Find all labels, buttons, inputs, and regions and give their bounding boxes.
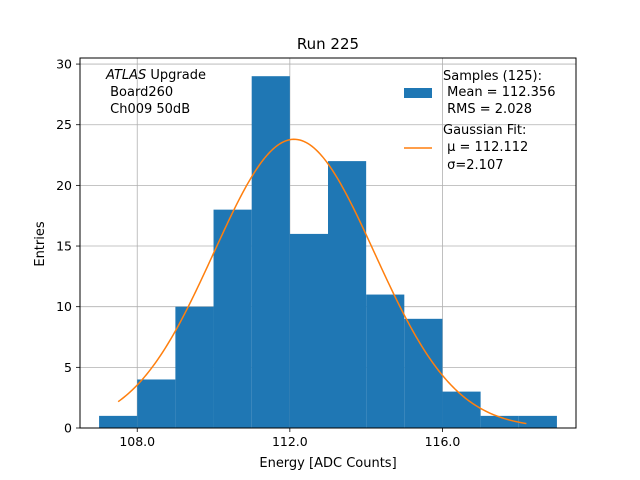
chart-title: Run 225 — [297, 35, 359, 53]
histogram-bar — [366, 294, 405, 428]
x-axis-ticks: 108.0 112.0 116.0 — [119, 428, 460, 449]
histogram-bar — [404, 318, 443, 428]
plot-frame — [79, 57, 577, 429]
histogram-bar — [328, 161, 367, 429]
y-tick-label: 0 — [64, 421, 72, 436]
y-tick-label: 15 — [56, 239, 72, 254]
legend-samples-line-2: Mean = 112.356 — [443, 85, 555, 100]
y-tick-label: 5 — [64, 360, 72, 375]
x-axis-label: Energy [ADC Counts] — [259, 456, 396, 471]
histogram-bar — [213, 209, 252, 428]
y-tick-label: 30 — [56, 57, 72, 72]
annotation-line-3: Ch009 50dB — [106, 102, 190, 117]
gaussian-fit-curve — [117, 138, 527, 425]
x-tick-label: 112.0 — [272, 434, 308, 449]
histogram-bar — [442, 391, 481, 428]
annotation-upgrade: Upgrade — [146, 68, 206, 83]
histogram-bar — [175, 306, 214, 428]
histogram-bar — [289, 233, 328, 428]
histogram-bar — [137, 379, 176, 428]
legend-fit-line-3: σ=2.107 — [443, 158, 503, 173]
histogram-bar — [480, 415, 519, 428]
y-tick-label: 25 — [56, 117, 72, 132]
legend-samples-line-3: RMS = 2.028 — [443, 102, 532, 117]
legend: Samples (125): Mean = 112.356 RMS = 2.02… — [404, 69, 555, 173]
legend-samples-swatch — [404, 88, 432, 98]
y-axis-label: Entries — [33, 221, 48, 267]
x-tick-label: 108.0 — [119, 434, 155, 449]
histogram-bars — [99, 76, 557, 429]
legend-fit-line-2: μ = 112.112 — [443, 140, 528, 155]
histogram-bar — [518, 415, 557, 428]
y-tick-label: 10 — [56, 299, 72, 314]
annotation-line-1: ATLAS Upgrade — [105, 68, 206, 83]
y-axis-ticks: 0 5 10 15 20 25 30 — [56, 57, 80, 436]
x-tick-label: 116.0 — [425, 434, 461, 449]
annotation-line-2: Board260 — [106, 85, 173, 100]
histogram-bar — [251, 76, 290, 429]
annotation-atlas: ATLAS — [105, 68, 146, 83]
legend-fit-line-1: Gaussian Fit: — [443, 123, 526, 138]
y-tick-label: 20 — [56, 178, 72, 193]
histogram-bar — [99, 415, 138, 428]
atlas-annotation: ATLAS Upgrade Board260 Ch009 50dB — [105, 68, 206, 117]
legend-samples-line-1: Samples (125): — [443, 69, 542, 84]
